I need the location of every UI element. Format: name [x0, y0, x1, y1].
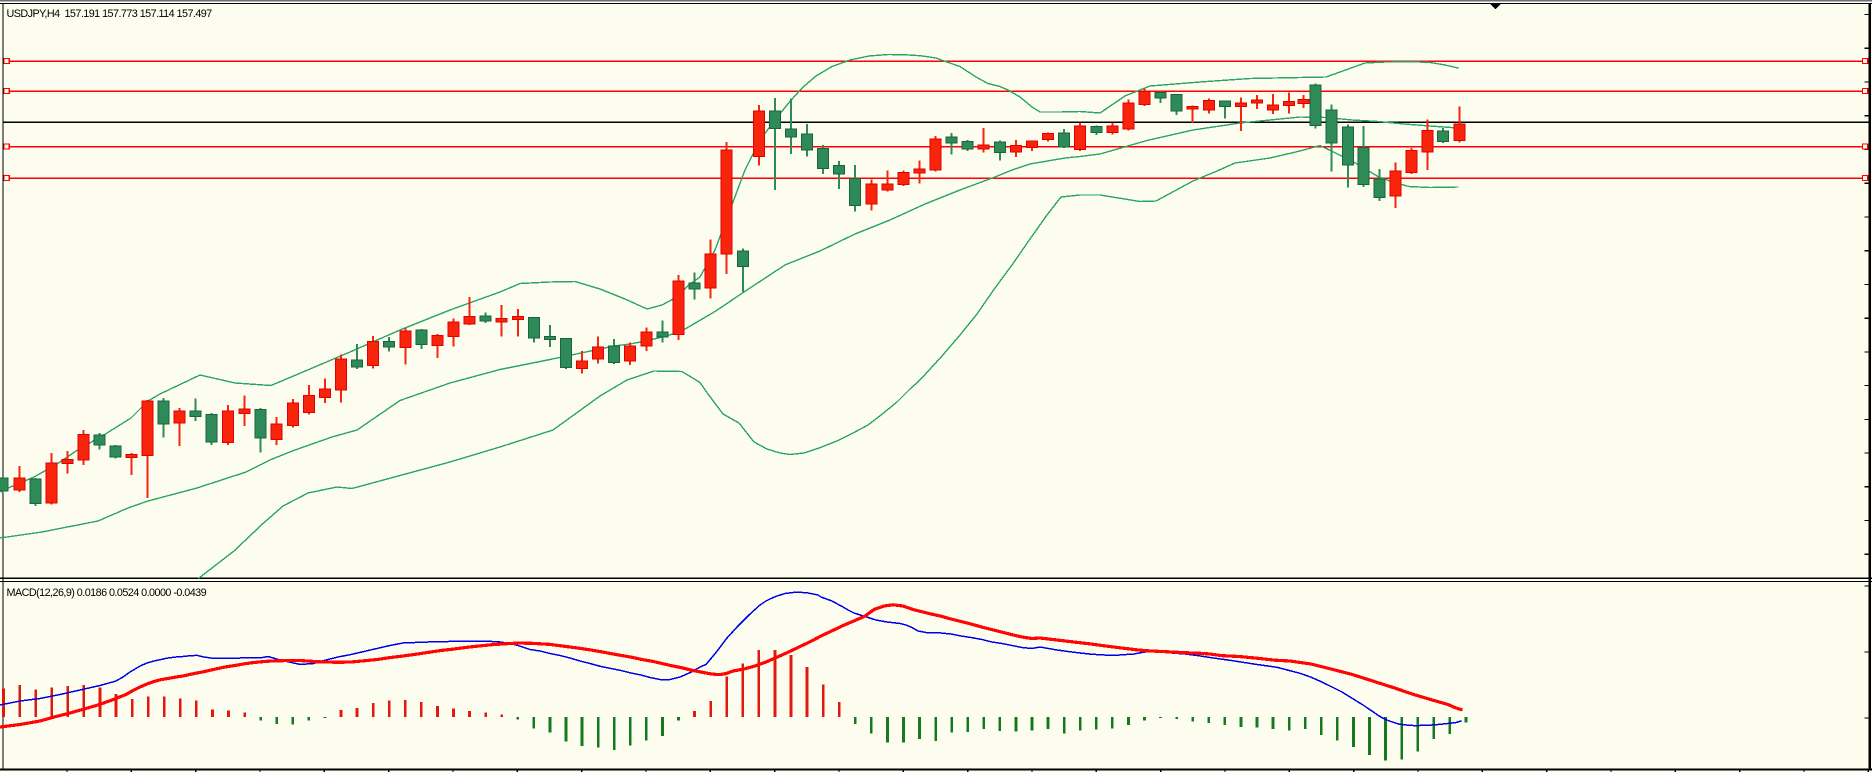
svg-text:MACD(12,26,9) 0.0186 0.0524 0.: MACD(12,26,9) 0.0186 0.0524 0.0000 -0.04…: [7, 587, 207, 599]
svg-text:USDJPY,H4 157.191 157.773 157: USDJPY,H4 157.191 157.773 157.114 157.49…: [7, 8, 213, 20]
